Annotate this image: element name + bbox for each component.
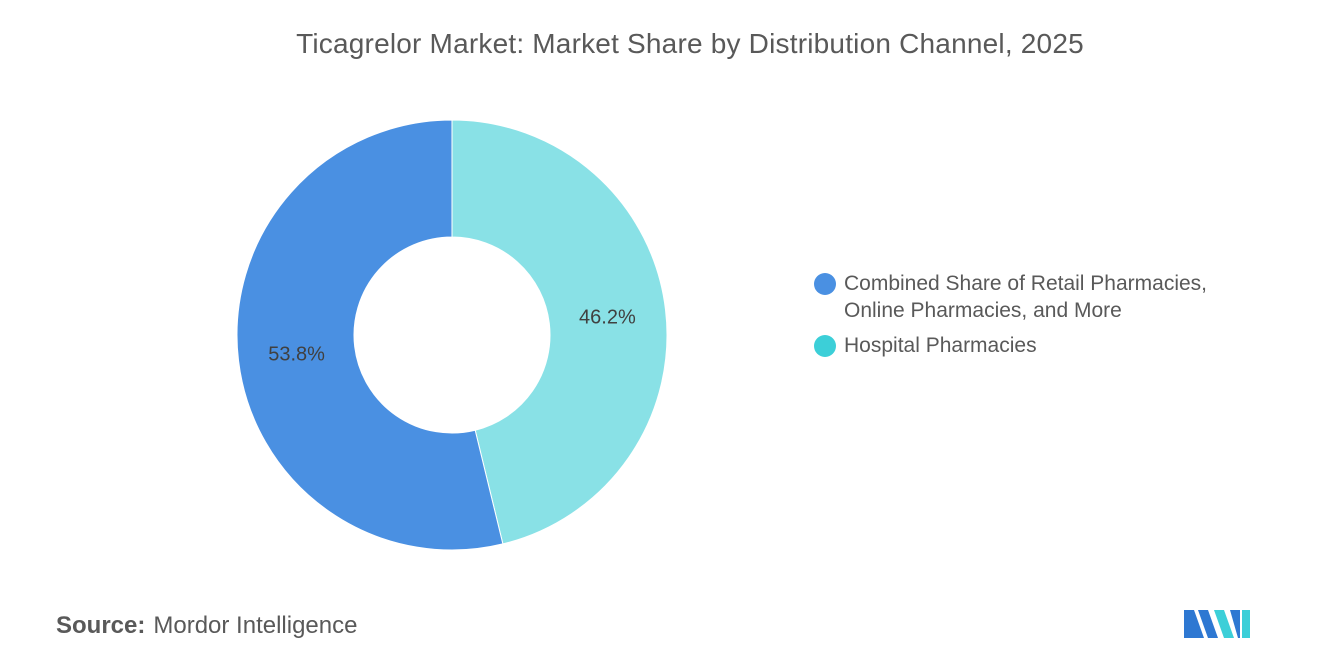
source-note: Source: Mordor Intelligence [56, 612, 357, 640]
legend-item-hospital-pharmacies: Hospital Pharmacies [814, 332, 1254, 359]
legend-swatch-hospital-pharmacies [814, 335, 836, 357]
mordor-intelligence-logo-icon [1184, 610, 1250, 638]
legend-item-combined-share: Combined Share of Retail Pharmacies, Onl… [814, 270, 1254, 324]
legend-swatch-combined-share [814, 273, 836, 295]
legend-label-combined-share-line-1: Combined Share of Retail Pharmacies, [844, 272, 1208, 295]
donut-slice-1 [236, 119, 504, 551]
legend-label-hospital-pharmacies: Hospital Pharmacies [844, 334, 1037, 357]
data-label-0: 46.2% [579, 306, 636, 328]
legend: Combined Share of Retail Pharmacies, Onl… [814, 270, 1254, 367]
data-label-1: 53.8% [268, 344, 325, 366]
donut-slice-0 [451, 119, 668, 545]
chart-title: Ticagrelor Market: Market Share by Distr… [296, 28, 1084, 59]
source-label: Source: [56, 612, 146, 639]
source-value: Mordor Intelligence [153, 612, 358, 639]
legend-label-combined-share-line-2: Online Pharmacies, and More [844, 299, 1122, 322]
